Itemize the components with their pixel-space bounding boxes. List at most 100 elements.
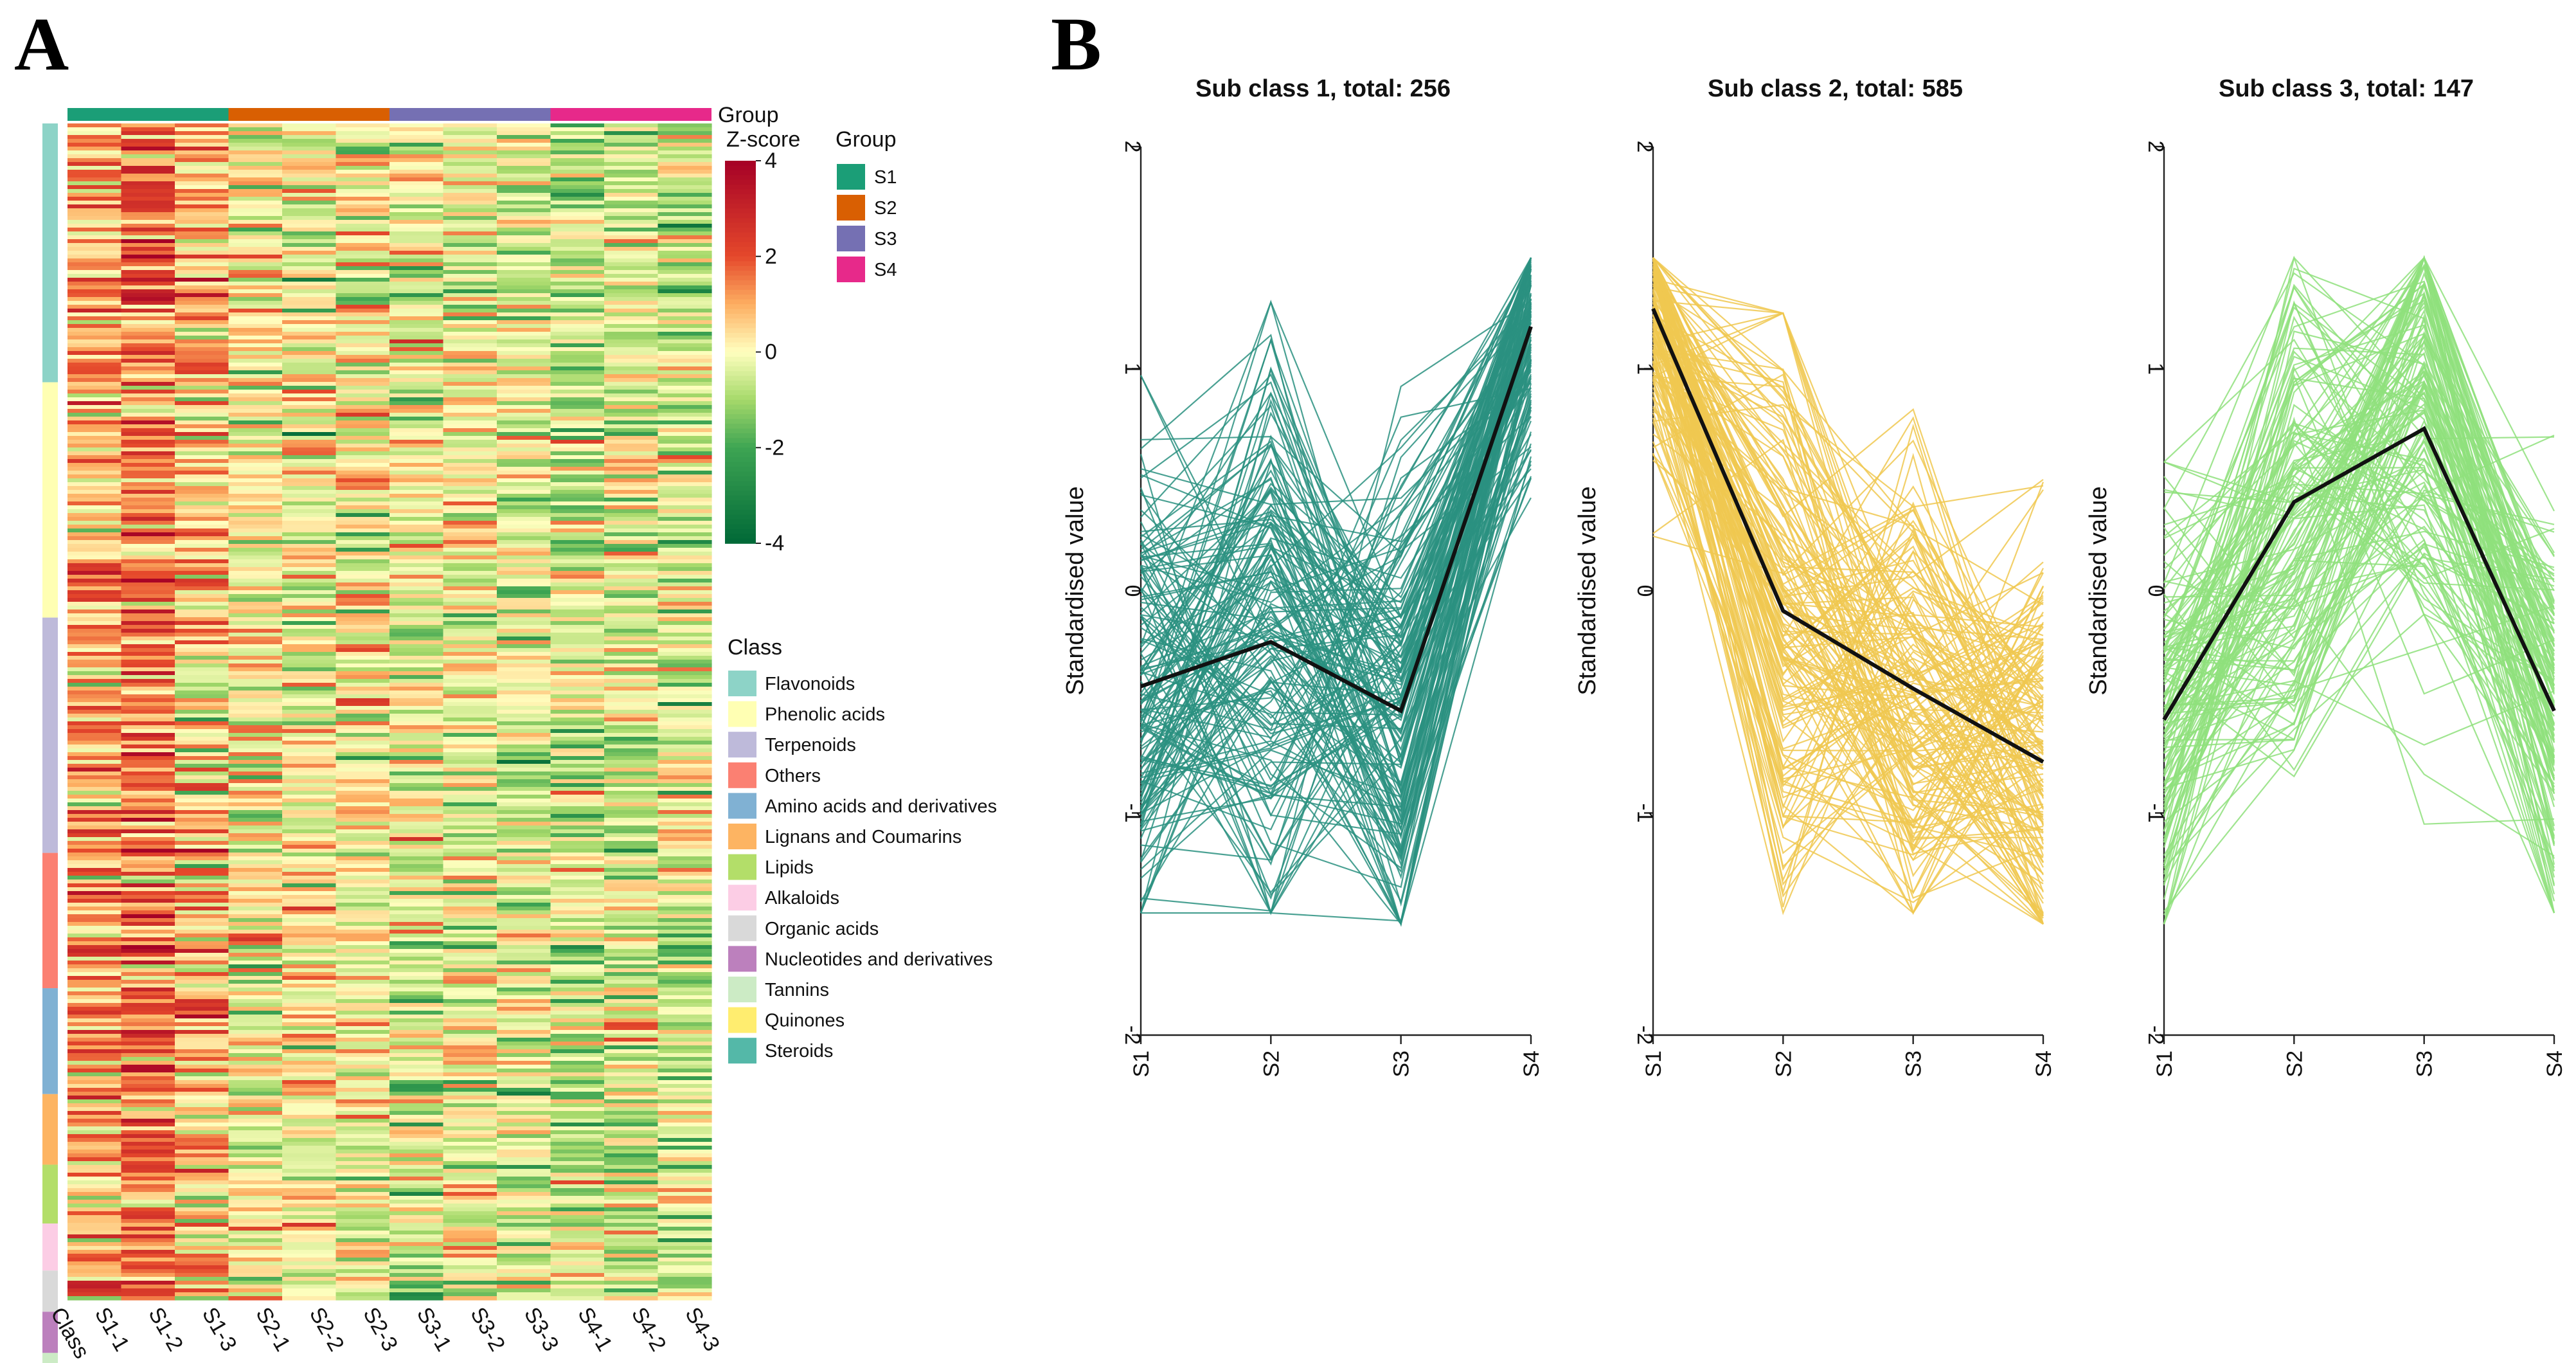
heatmap-cell <box>550 1157 605 1162</box>
heatmap-cell <box>443 1254 497 1258</box>
profile-line <box>1140 264 1532 812</box>
heatmap-cell <box>497 494 551 498</box>
heatmap-cell <box>389 428 444 433</box>
heatmap-cell <box>389 633 444 637</box>
heatmap-cell <box>604 324 659 329</box>
heatmap-cell <box>550 1177 605 1181</box>
heatmap-cell <box>282 262 337 267</box>
heatmap-cell <box>175 170 229 174</box>
heatmap-cell <box>228 868 283 872</box>
heatmap-cell <box>604 671 659 676</box>
heatmap-cell <box>443 204 497 209</box>
heatmap-cell <box>282 903 337 907</box>
heatmap-cell <box>550 216 605 221</box>
heatmap-cell <box>497 123 551 128</box>
heatmap-cell <box>121 1061 175 1065</box>
heatmap-cell <box>497 528 551 533</box>
heatmap-cell <box>497 1076 551 1081</box>
heatmap-cell <box>443 498 497 502</box>
heatmap-cell <box>335 621 390 626</box>
heatmap-cell <box>282 598 337 602</box>
heatmap-cell <box>604 301 659 305</box>
heatmap-cell <box>604 409 659 413</box>
profile-line <box>1140 266 1532 822</box>
zscore-gradient-step <box>725 256 756 262</box>
heatmap-cell <box>550 424 605 429</box>
heatmap-cell <box>389 679 444 683</box>
heatmap-cell <box>550 741 605 745</box>
heatmap-cell <box>443 231 497 236</box>
heatmap-cell <box>389 1231 444 1235</box>
heatmap-cell <box>335 474 390 479</box>
heatmap-cell <box>121 447 175 452</box>
heatmap-cell <box>497 451 551 456</box>
heatmap-cell <box>657 1049 712 1054</box>
heatmap-cell <box>67 455 122 460</box>
heatmap-cell <box>443 822 497 826</box>
heatmap-cell <box>497 1250 551 1254</box>
heatmap-cell <box>335 1204 390 1208</box>
heatmap-cell <box>497 1011 551 1015</box>
heatmap-cell <box>282 1227 337 1231</box>
group-bar-s1 <box>67 108 229 121</box>
heatmap-cell <box>335 1111 390 1115</box>
heatmap-cell <box>389 139 444 143</box>
profile-line <box>1652 361 2044 863</box>
heatmap-cell <box>550 887 605 892</box>
zscore-gradient-step <box>725 271 756 276</box>
heatmap-cell <box>604 293 659 298</box>
heatmap-cell <box>67 436 122 440</box>
heatmap-cell <box>282 930 337 934</box>
heatmap-cell <box>228 582 283 587</box>
heatmap-cell <box>67 1096 122 1100</box>
heatmap-cell <box>657 359 712 363</box>
heatmap-cell <box>497 1069 551 1073</box>
heatmap-cell <box>282 297 337 302</box>
class-bar-segment <box>42 123 58 383</box>
heatmap-cell <box>389 741 444 745</box>
heatmap-cell <box>67 991 122 996</box>
heatmap-cell <box>228 606 283 610</box>
heatmap-cell <box>282 999 337 1004</box>
heatmap-cell <box>282 868 337 872</box>
heatmap-cell <box>497 471 551 475</box>
heatmap-cell <box>228 822 283 826</box>
heatmap-cell <box>67 1115 122 1119</box>
heatmap-cell <box>121 961 175 965</box>
heatmap-cell <box>497 961 551 965</box>
heatmap-cell <box>657 262 712 267</box>
heatmap-cell <box>335 174 390 178</box>
heatmap-cell <box>175 189 229 194</box>
heatmap-cell <box>497 363 551 367</box>
heatmap-cell <box>121 1169 175 1173</box>
heatmap-cell <box>550 231 605 236</box>
heatmap-cell <box>67 698 122 703</box>
heatmap-cell <box>497 1207 551 1212</box>
heatmap-cell <box>228 667 283 672</box>
heatmap-cell <box>550 243 605 248</box>
heatmap-cell <box>121 991 175 996</box>
zscore-gradient-step <box>725 485 756 491</box>
heatmap-cell <box>389 1285 444 1289</box>
heatmap-cell <box>67 1288 122 1293</box>
class-legend-label: Lipids <box>765 858 814 878</box>
heatmap-cell <box>657 1165 712 1169</box>
heatmap-cell <box>67 528 122 533</box>
heatmap-cell <box>121 883 175 888</box>
heatmap-cell <box>228 594 283 599</box>
heatmap-cell <box>67 691 122 695</box>
heatmap-cell <box>282 1277 337 1281</box>
heatmap-cell <box>443 710 497 714</box>
heatmap-cell <box>335 860 390 865</box>
heatmap-cell <box>121 347 175 352</box>
heatmap-cell <box>67 343 122 348</box>
heatmap-cell <box>550 1030 605 1034</box>
heatmap-cell <box>228 339 283 344</box>
heatmap-cell <box>657 1277 712 1281</box>
heatmap-cell <box>443 1088 497 1092</box>
heatmap-cell <box>228 363 283 367</box>
heatmap-cell <box>389 262 444 267</box>
heatmap-cell <box>657 1069 712 1073</box>
heatmap-cell <box>657 976 712 980</box>
heatmap-cell <box>389 721 444 726</box>
